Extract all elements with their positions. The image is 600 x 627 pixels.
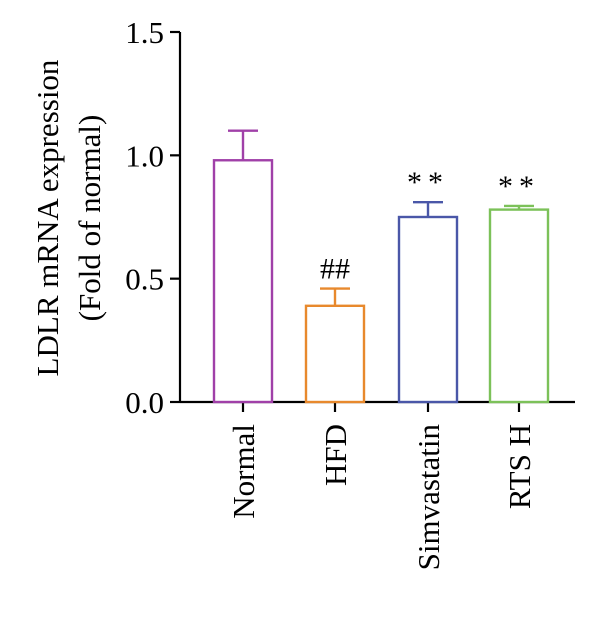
error-bars bbox=[228, 129, 534, 306]
error-bar bbox=[320, 287, 350, 306]
x-tick-label: Normal bbox=[226, 424, 261, 519]
error-bar bbox=[413, 200, 443, 217]
bar bbox=[304, 304, 366, 404]
bar bbox=[488, 208, 550, 404]
y-tick-label: 1.0 bbox=[125, 138, 164, 173]
y-axis-title: LDLR mRNA expression (Fold of normal) bbox=[30, 59, 107, 376]
x-axis-labels: Normal HFD Simvastatin RTS H bbox=[226, 424, 537, 571]
significance-label: ** bbox=[407, 166, 449, 199]
error-bar bbox=[228, 129, 258, 161]
x-tick-label: RTS H bbox=[502, 424, 537, 509]
bar bbox=[397, 215, 459, 404]
x-tick-label: Simvastatin bbox=[411, 424, 446, 571]
significance-label: ## bbox=[320, 253, 350, 286]
bar bbox=[212, 159, 274, 404]
y-tick-label: 1.5 bbox=[125, 15, 164, 50]
y-axis-title-line1: LDLR mRNA expression bbox=[30, 59, 65, 376]
significance-label: ** bbox=[498, 170, 540, 203]
y-tick-label: 0.0 bbox=[125, 385, 164, 420]
error-bar bbox=[504, 204, 534, 210]
x-tick-label: HFD bbox=[318, 424, 353, 486]
y-axis-ticks: 0.0 0.5 1.0 1.5 bbox=[125, 15, 180, 420]
significance-marks: ## ** ** bbox=[320, 166, 540, 286]
y-tick-label: 0.5 bbox=[125, 262, 164, 297]
y-axis-title-line2: (Fold of normal) bbox=[72, 115, 107, 322]
